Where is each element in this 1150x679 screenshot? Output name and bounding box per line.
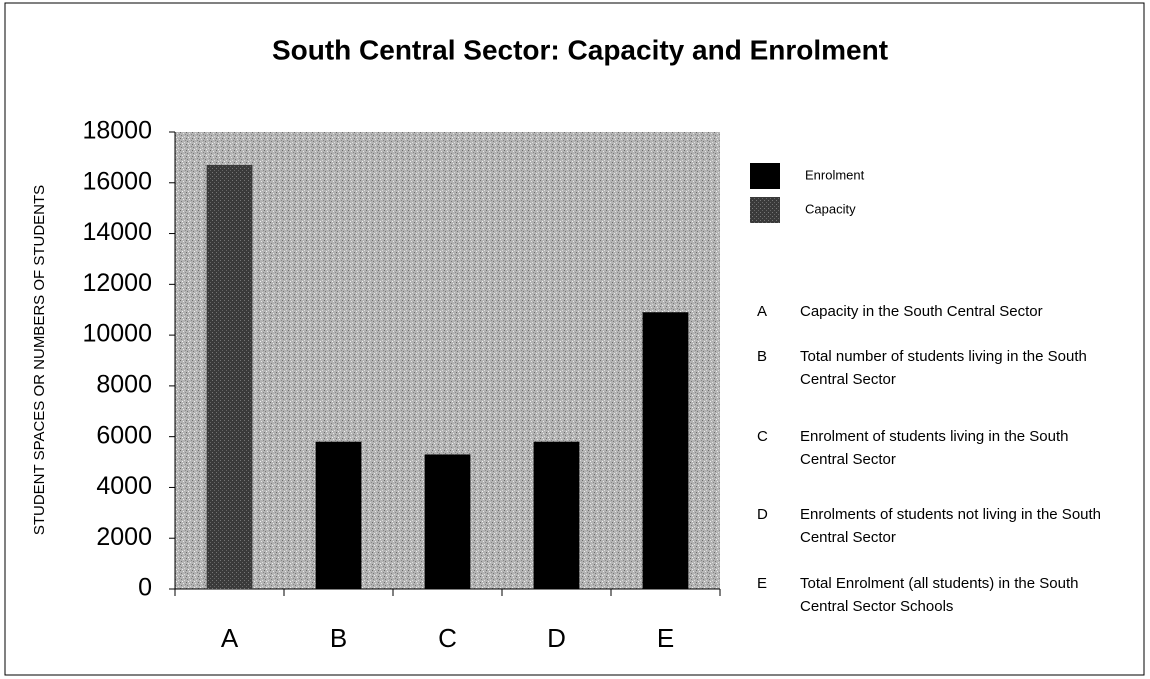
- legend-label: Enrolment: [805, 167, 865, 182]
- note-label: E: [757, 575, 768, 592]
- note-label: B: [757, 348, 768, 365]
- bar: [424, 454, 471, 589]
- x-tick-label: D: [547, 623, 566, 653]
- y-tick-label: 2000: [96, 523, 152, 551]
- x-tick-label: B: [330, 623, 347, 653]
- y-tick-label: 4000: [96, 472, 152, 500]
- bar: [642, 312, 689, 589]
- legend-swatch: [750, 163, 780, 189]
- note-label: C: [757, 428, 768, 445]
- y-tick-label: 16000: [82, 167, 152, 195]
- chart-title: South Central Sector: Capacity and Enrol…: [272, 34, 888, 65]
- y-tick-label: 14000: [82, 218, 152, 246]
- y-tick-label: 10000: [82, 320, 152, 348]
- bar: [206, 165, 253, 589]
- x-tick-label: E: [657, 623, 674, 653]
- y-tick-label: 8000: [96, 370, 152, 398]
- note-label: D: [757, 506, 768, 523]
- bar: [533, 441, 580, 589]
- y-tick-label: 6000: [96, 421, 152, 449]
- y-tick-label: 12000: [82, 269, 152, 297]
- x-tick-label: A: [221, 623, 239, 653]
- note-label: A: [757, 303, 768, 320]
- frame: [4, 2, 1145, 676]
- bar: [315, 441, 362, 589]
- y-tick-label: 18000: [82, 117, 152, 145]
- legend-label: Capacity: [805, 201, 856, 216]
- note-text: Enrolments of students not living in the…: [800, 506, 1102, 546]
- legend-swatch: [750, 197, 780, 223]
- note-text: Total Enrolment (all students) in the So…: [800, 575, 1079, 615]
- note-text: Total number of students living in the S…: [800, 348, 1087, 388]
- y-axis-label: STUDENT SPACES OR NUMBERS OF STUDENTS: [31, 185, 48, 535]
- note-text: Enrolment of students living in the Sout…: [800, 428, 1069, 468]
- y-tick-label: 0: [138, 574, 152, 602]
- x-tick-label: C: [438, 623, 457, 653]
- note-text: Capacity in the South Central Sector: [800, 303, 1043, 320]
